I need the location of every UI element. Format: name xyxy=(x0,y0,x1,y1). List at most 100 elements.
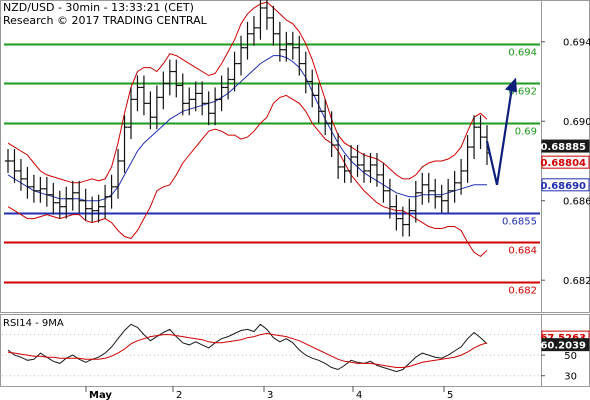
x-axis: May 2 3 4 5 xyxy=(0,386,541,400)
price-bar xyxy=(380,162,387,203)
price-bar xyxy=(444,178,452,213)
price-bar xyxy=(224,67,232,100)
level-label: 0.692 xyxy=(508,87,537,98)
main-price-panel: 0.69410.69010.68610.68210.6940.6920.690.… xyxy=(0,0,590,313)
price-bar xyxy=(250,15,258,46)
price-bar xyxy=(198,81,206,116)
rsi-panel: RSI14 - 9MA70503067.526360.2039 xyxy=(0,314,590,387)
price-bar xyxy=(95,194,102,223)
rsi-series-9ma xyxy=(7,332,488,368)
upper-band-line xyxy=(7,1,488,184)
copyright-text: Research © 2017 TRADING CENTRAL xyxy=(3,14,207,27)
price-bar xyxy=(218,75,225,112)
price-bar xyxy=(470,115,478,159)
x-tick-label: 5 xyxy=(447,390,453,400)
price-bar xyxy=(425,172,432,203)
price-tag-label: 0.68804 xyxy=(540,158,586,169)
price-bar xyxy=(4,149,12,173)
price-bar xyxy=(108,174,115,209)
price-tag-box xyxy=(541,155,590,169)
rsi-value-tag: 60.2039 xyxy=(540,338,590,352)
price-bar xyxy=(192,81,199,112)
price-bar xyxy=(69,180,76,211)
price-bar xyxy=(237,35,245,76)
price-bar xyxy=(412,180,419,223)
price-bar xyxy=(153,85,161,130)
price-tick-label: 0.6941 xyxy=(563,38,590,49)
price-bar xyxy=(315,83,322,124)
level-label: 0.682 xyxy=(508,286,537,297)
chart-title: NZD/USD - 30min - 13:33:21 (CET) xyxy=(3,1,194,14)
price-tick-label: 0.6821 xyxy=(563,276,590,287)
price-bar xyxy=(186,87,193,116)
price-bar xyxy=(114,149,122,199)
price-tag-label: 0.68885 xyxy=(540,142,586,153)
rsi-title: RSI14 - 9MA xyxy=(3,318,64,329)
price-tag-box xyxy=(541,139,590,153)
level-label: 0.694 xyxy=(508,48,537,59)
price-bar xyxy=(283,31,290,62)
price-bar xyxy=(438,184,445,213)
x-tick-label: 3 xyxy=(267,390,273,400)
price-bar xyxy=(11,149,18,183)
price-tag: 0.68690 xyxy=(540,178,590,192)
forecast-arrow xyxy=(485,87,514,186)
price-bar xyxy=(166,59,174,96)
price-bar xyxy=(386,178,394,219)
price-bar xyxy=(88,196,96,223)
price-bar xyxy=(341,155,348,183)
price-bar xyxy=(347,145,355,183)
price-bar xyxy=(76,180,83,213)
price-bar xyxy=(147,91,154,130)
lower-band-line xyxy=(7,94,488,258)
rsi-value-tag-box xyxy=(541,338,590,352)
price-tag: 0.68885 xyxy=(540,139,590,153)
price-bar xyxy=(140,75,148,116)
rsi-tick-label: 50 xyxy=(564,351,577,362)
price-tag: 0.68804 xyxy=(540,155,590,169)
price-bar xyxy=(82,188,89,221)
x-tick-label: 2 xyxy=(176,390,182,400)
rsi-series-rsi14 xyxy=(7,323,488,373)
price-bar xyxy=(406,198,413,237)
price-bar xyxy=(393,194,400,231)
price-bar xyxy=(30,174,38,203)
price-bar xyxy=(270,5,277,46)
price-bar xyxy=(451,170,458,203)
price-bar xyxy=(63,186,70,219)
price-bar xyxy=(399,206,407,237)
price-bar xyxy=(257,0,264,40)
price-bar xyxy=(160,71,167,110)
price-bar xyxy=(276,21,284,62)
price-bar xyxy=(134,75,141,112)
price-bar xyxy=(321,99,329,136)
level-label: 0.6855 xyxy=(502,217,537,228)
x-tick-label: 4 xyxy=(356,390,362,400)
price-bar xyxy=(17,158,25,191)
price-tag-label: 0.68690 xyxy=(540,181,586,192)
price-tag-box xyxy=(541,178,590,192)
price-bar xyxy=(360,153,368,183)
price-bar xyxy=(296,35,303,76)
level-label: 0.684 xyxy=(508,246,537,257)
price-bar xyxy=(121,115,128,173)
price-bar xyxy=(477,115,484,150)
price-bar xyxy=(43,176,51,207)
price-bar xyxy=(457,158,465,195)
price-bar xyxy=(244,21,251,60)
price-bar xyxy=(231,51,238,92)
level-label: 0.69 xyxy=(515,127,537,138)
price-bar xyxy=(464,135,471,183)
price-bar xyxy=(24,166,31,199)
price-bar xyxy=(56,190,63,219)
rsi-value-tag-label: 60.2039 xyxy=(540,341,586,352)
rsi-tick-label: 30 xyxy=(564,372,577,383)
forecast-arrowhead xyxy=(505,77,517,93)
price-bar xyxy=(50,182,57,215)
price-bar xyxy=(289,31,297,60)
x-tick-label: May xyxy=(89,390,112,400)
price-bar xyxy=(211,87,219,126)
price-bar xyxy=(173,59,180,98)
price-bar xyxy=(354,145,361,177)
